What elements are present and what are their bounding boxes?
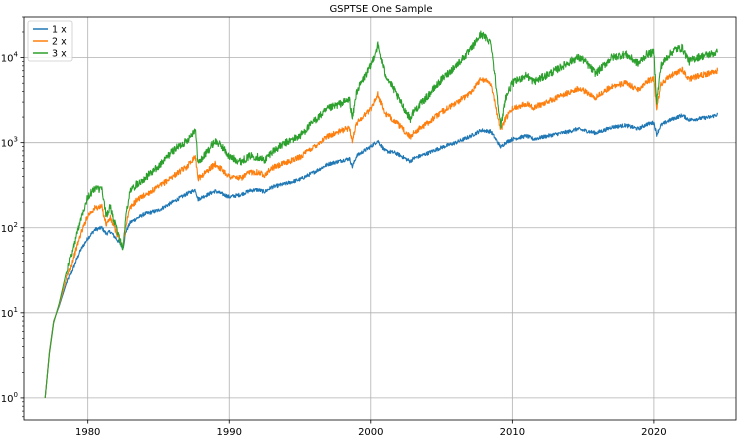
series-line-3 <box>44 30 719 398</box>
y-tick-base: 10 <box>1 224 14 235</box>
series-line-1 <box>44 112 719 398</box>
y-tick-base: 10 <box>1 394 14 405</box>
y-tick-exponent: 4 <box>14 51 19 59</box>
chart-title: GSPTSE One Sample <box>329 4 432 15</box>
x-tick-label: 1980 <box>75 427 100 438</box>
y-tick-exponent: 1 <box>14 306 18 314</box>
x-axis: 1980 1990 2000 2010 2020 <box>75 420 667 438</box>
x-tick-label: 2010 <box>500 427 525 438</box>
x-tick-label: 1990 <box>217 427 242 438</box>
series-line-2 <box>44 66 719 398</box>
x-tick-label: 2000 <box>358 427 383 438</box>
y-tick-exponent: 3 <box>14 136 18 144</box>
y-tick-label: 101 <box>1 306 18 320</box>
legend-label-1: 1 x <box>52 25 67 36</box>
legend-label-2: 2 x <box>52 37 67 48</box>
grid <box>24 17 736 420</box>
y-tick-base: 10 <box>1 54 14 65</box>
legend-label-3: 3 x <box>52 49 67 60</box>
x-tick-label: 2020 <box>641 427 666 438</box>
legend-box <box>27 20 73 62</box>
series-layer <box>44 30 719 398</box>
y-tick-exponent: 2 <box>14 221 18 229</box>
legend: 1 x2 x3 x <box>27 20 73 62</box>
y-tick-label: 102 <box>1 221 18 235</box>
y-tick-label: 103 <box>1 136 18 150</box>
y-tick-base: 10 <box>1 139 14 150</box>
y-tick-label: 104 <box>1 51 19 65</box>
y-tick-base: 10 <box>1 309 14 320</box>
y-tick-label: 100 <box>1 391 18 405</box>
plot-frame <box>23 16 737 421</box>
y-tick-exponent: 0 <box>14 391 18 399</box>
